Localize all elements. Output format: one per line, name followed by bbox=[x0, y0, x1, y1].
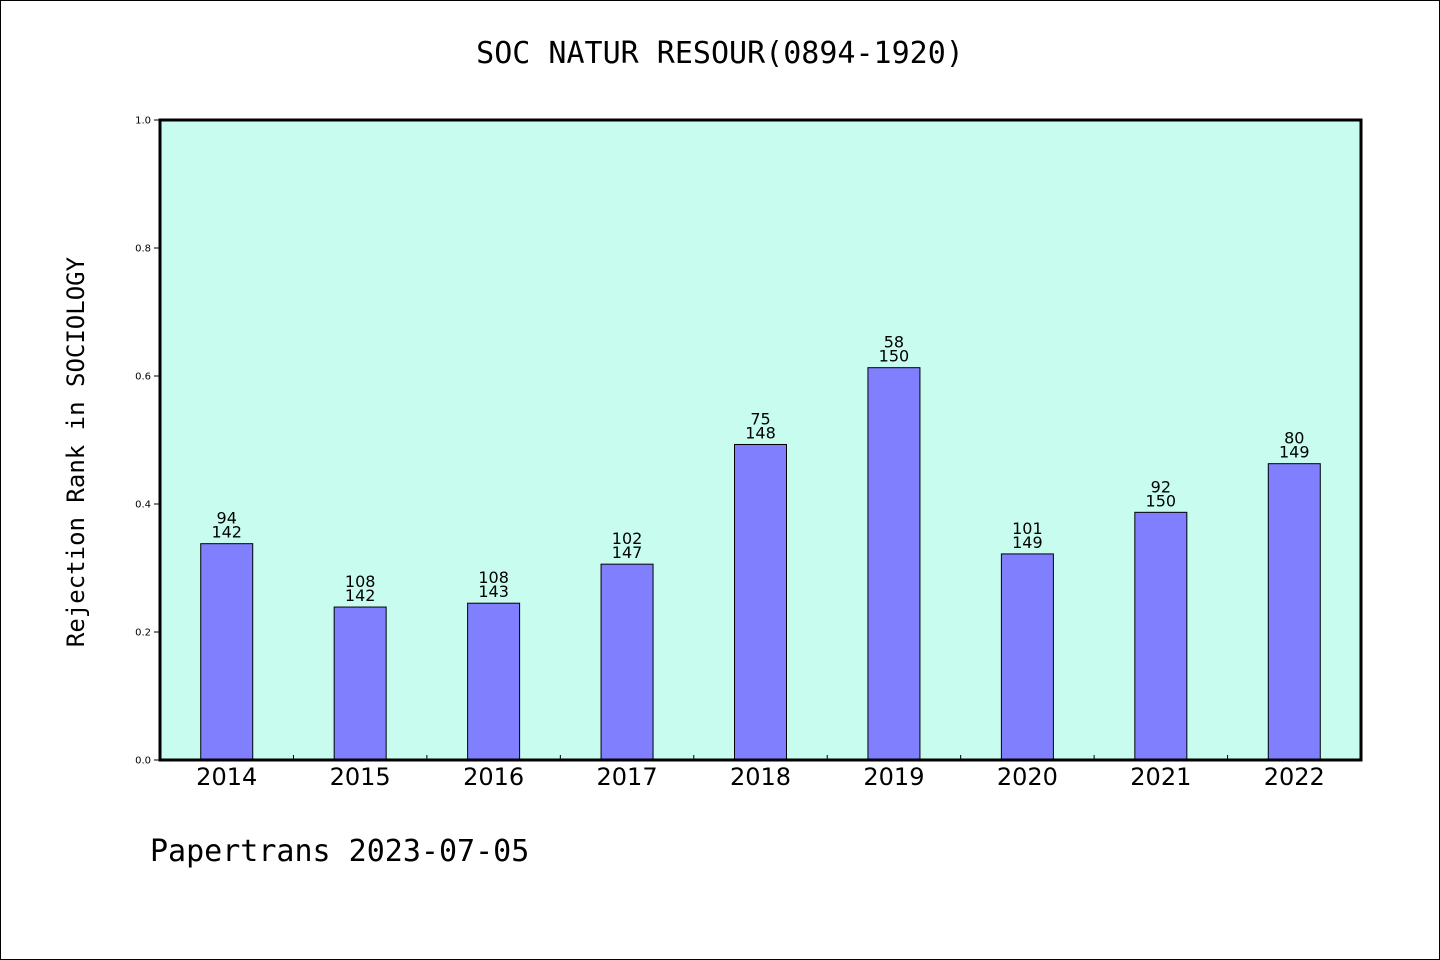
bar-label-top: 75 bbox=[750, 409, 770, 428]
bar-label-top: 108 bbox=[345, 572, 376, 591]
y-tick-label: 0.8 bbox=[135, 244, 151, 255]
chart-title: SOC NATUR RESOUR(0894-1920) bbox=[476, 36, 964, 71]
x-tick-label: 2020 bbox=[997, 763, 1058, 791]
bar bbox=[467, 602, 521, 761]
x-tick-label: 2016 bbox=[463, 763, 524, 791]
bar-label-bottom: 149 bbox=[1012, 533, 1043, 552]
x-tick-label: 2022 bbox=[1264, 763, 1325, 791]
bar-label-top: 108 bbox=[478, 568, 509, 587]
y-tick-label: 0.0 bbox=[135, 756, 151, 767]
x-tick-label: 2018 bbox=[730, 763, 791, 791]
bar-label-bottom: 149 bbox=[1279, 443, 1310, 462]
bar-label-top: 80 bbox=[1284, 429, 1304, 448]
bar-series: 9414210814210814310214775148581501011499… bbox=[200, 333, 1321, 761]
y-tick-label: 1.0 bbox=[135, 116, 151, 127]
y-tick-label: 0.2 bbox=[135, 628, 151, 639]
x-tick-label: 2021 bbox=[1130, 763, 1191, 791]
bar-label-bottom: 142 bbox=[211, 523, 242, 542]
bar bbox=[1134, 511, 1188, 761]
bar-label-bottom: 148 bbox=[745, 423, 776, 442]
bar-label-top: 102 bbox=[612, 529, 643, 548]
y-axis: 0.0 0.2 0.4 0.6 0.8 1.0 bbox=[135, 116, 160, 767]
x-axis: 2014 2015 2016 2017 2018 2019 2020 2021 2022 bbox=[196, 755, 1325, 791]
footer-watermark: Papertrans 2023-07-05 bbox=[150, 834, 530, 869]
bar-label-bottom: 150 bbox=[1146, 491, 1177, 510]
bar-label-top: 94 bbox=[217, 509, 237, 528]
x-tick-label: 2015 bbox=[330, 763, 391, 791]
bar-label-top: 58 bbox=[884, 333, 904, 352]
y-tick-label: 0.4 bbox=[135, 500, 151, 511]
x-tick-label: 2019 bbox=[863, 763, 924, 791]
bar bbox=[1000, 553, 1054, 761]
x-tick-label: 2017 bbox=[597, 763, 658, 791]
bar-label-bottom: 142 bbox=[345, 586, 376, 605]
bar bbox=[867, 367, 921, 761]
bar-label-bottom: 150 bbox=[879, 347, 910, 366]
bar-label-bottom: 147 bbox=[612, 543, 643, 562]
bar bbox=[200, 543, 254, 761]
bar bbox=[600, 563, 654, 761]
bar-label-bottom: 143 bbox=[478, 582, 509, 601]
plot-border bbox=[158, 118, 1363, 762]
y-tick-label: 0.6 bbox=[135, 372, 151, 383]
bar-label-top: 92 bbox=[1151, 477, 1171, 496]
bar-label-top: 101 bbox=[1012, 519, 1043, 538]
bar bbox=[1267, 463, 1321, 761]
bar bbox=[734, 443, 787, 761]
x-tick-label: 2014 bbox=[196, 763, 257, 791]
bar bbox=[333, 606, 387, 761]
